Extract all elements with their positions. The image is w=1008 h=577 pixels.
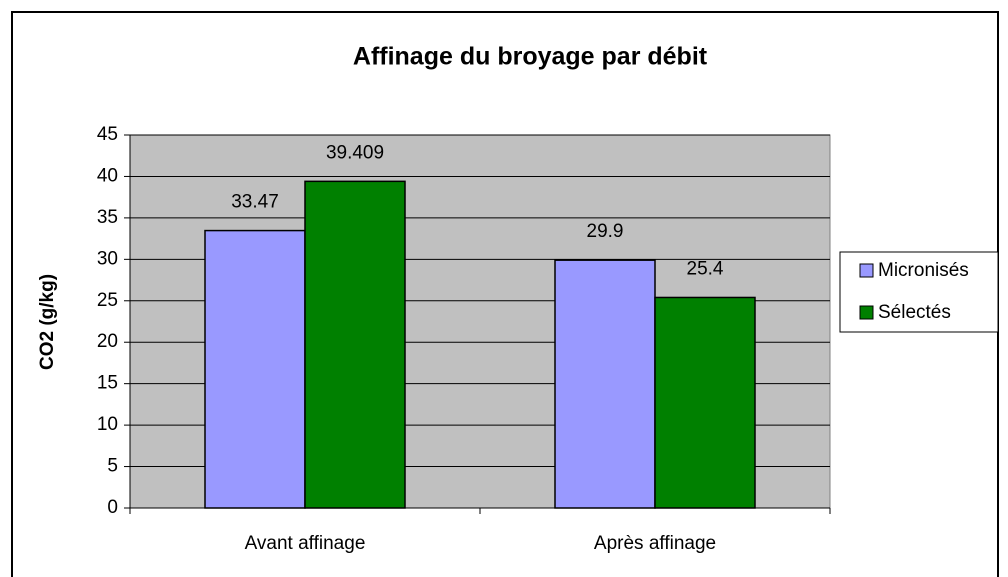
y-tick-label: 0 (107, 497, 118, 518)
y-tick-label: 30 (97, 248, 118, 269)
legend-swatch (859, 305, 874, 320)
data-label: 29.9 (587, 221, 624, 242)
data-label: 33.47 (231, 192, 279, 213)
y-tick-label: 20 (97, 331, 118, 352)
legend-label: Sélectés (878, 302, 951, 323)
data-label: 25.4 (687, 258, 724, 279)
y-tick-label: 45 (97, 124, 118, 145)
bar (654, 296, 756, 509)
bar (554, 259, 656, 509)
x-tick-label: Après affinage (594, 533, 716, 554)
y-tick-label: 10 (97, 414, 118, 435)
y-tick-label: 25 (97, 290, 118, 311)
x-tick-label: Avant affinage (245, 533, 366, 554)
data-label: 39.409 (326, 142, 384, 163)
chart-title: Affinage du broyage par débit (353, 43, 708, 71)
y-tick-label: 5 (107, 456, 118, 477)
y-tick-label: 15 (97, 373, 118, 394)
y-tick-label: 35 (97, 207, 118, 228)
bar (304, 180, 406, 509)
y-axis-label: CO2 (g/kg) (37, 274, 58, 370)
bar (204, 229, 306, 509)
legend-label: Micronisés (878, 260, 969, 281)
y-tick-label: 40 (97, 165, 118, 186)
legend-swatch (859, 263, 874, 278)
